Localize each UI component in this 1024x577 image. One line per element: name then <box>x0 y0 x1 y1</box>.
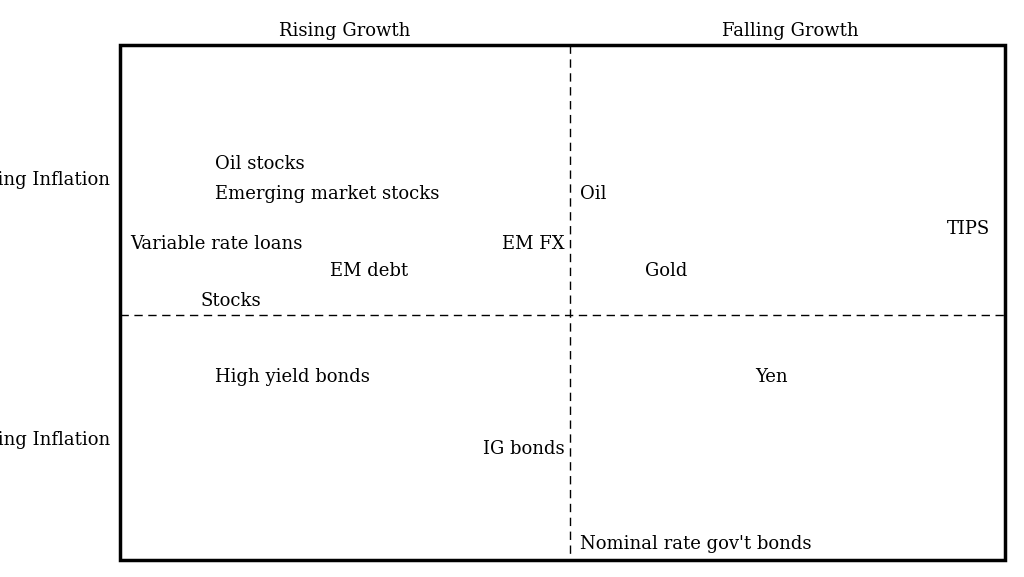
Text: Emerging market stocks: Emerging market stocks <box>215 185 439 203</box>
Text: Stocks: Stocks <box>200 292 261 310</box>
Text: Falling Inflation: Falling Inflation <box>0 431 110 449</box>
Bar <box>120 45 1005 560</box>
Text: EM debt: EM debt <box>330 262 409 280</box>
Text: Rising Inflation: Rising Inflation <box>0 171 110 189</box>
Text: Variable rate loans: Variable rate loans <box>130 235 302 253</box>
Text: Rising Growth: Rising Growth <box>280 22 411 40</box>
Text: Falling Growth: Falling Growth <box>722 22 858 40</box>
Text: High yield bonds: High yield bonds <box>215 368 370 386</box>
Text: Oil: Oil <box>580 185 606 203</box>
Text: TIPS: TIPS <box>947 220 990 238</box>
Text: EM FX: EM FX <box>503 235 565 253</box>
Text: IG bonds: IG bonds <box>483 440 565 458</box>
Text: Gold: Gold <box>645 262 687 280</box>
Text: Nominal rate gov't bonds: Nominal rate gov't bonds <box>580 535 811 553</box>
Text: Yen: Yen <box>755 368 787 386</box>
Text: Oil stocks: Oil stocks <box>215 155 304 173</box>
